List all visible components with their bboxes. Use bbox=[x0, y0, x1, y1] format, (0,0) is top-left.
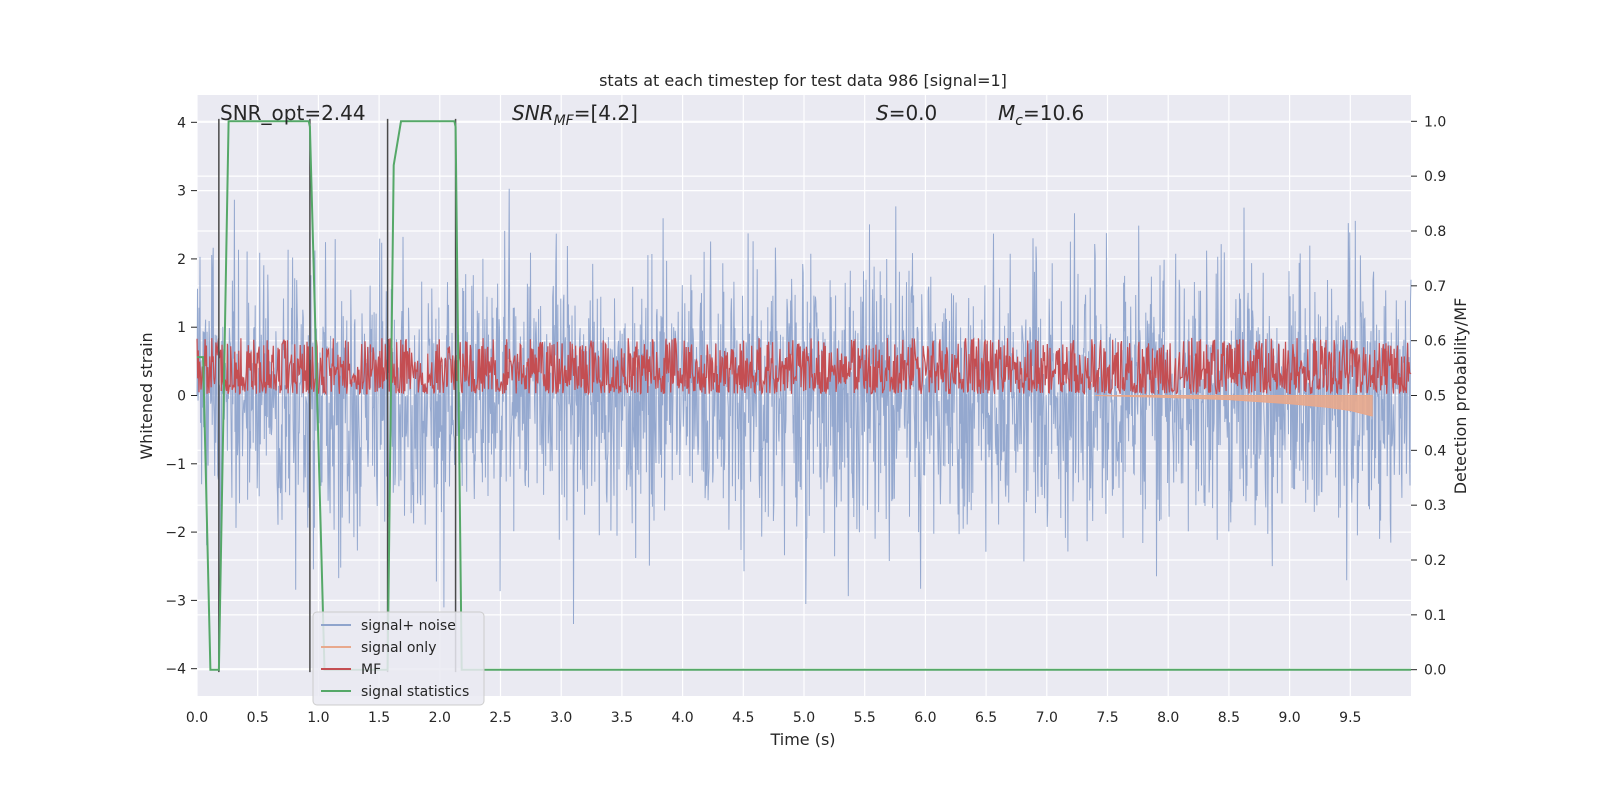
y-right-axis-label: Detection probability/MF bbox=[1451, 298, 1470, 495]
legend-label-signal-statistics: signal statistics bbox=[361, 684, 469, 700]
y-right-tick-labels: 1.0 0.9 0.8 0.7 0.6 0.5 0.4 0.3 0.2 0.1 0.0 bbox=[1411, 114, 1446, 679]
x-tick-label: 4.5 bbox=[732, 710, 754, 726]
x-tick-label: 5.0 bbox=[793, 710, 815, 726]
y-right-tick-label: 0.6 bbox=[1424, 334, 1446, 350]
legend-label-mf: MF bbox=[361, 662, 381, 678]
y-tick-label: 0 bbox=[177, 389, 186, 405]
mc-value: =10.6 bbox=[1023, 101, 1084, 125]
y-tick-label: 3 bbox=[177, 184, 186, 200]
x-tick-label: 3.0 bbox=[550, 710, 572, 726]
y-tick-label: −3 bbox=[165, 593, 186, 609]
y-right-tick-label: 1.0 bbox=[1424, 114, 1446, 130]
x-tick-labels: 0.0 0.5 1.0 1.5 2.0 2.5 3.0 3.5 4.0 4.5 5.0 5.5 6.0 6… bbox=[186, 710, 1362, 726]
s-value: =0.0 bbox=[889, 101, 938, 125]
legend-box bbox=[312, 611, 485, 706]
x-tick-label: 8.0 bbox=[1157, 710, 1179, 726]
x-tick-label: 7.0 bbox=[1036, 710, 1058, 726]
y-right-tick-label: 0.2 bbox=[1424, 553, 1446, 569]
x-tick-label: 9.0 bbox=[1278, 710, 1300, 726]
y-right-tick-label: 0.4 bbox=[1424, 443, 1446, 459]
x-tick-label: 1.5 bbox=[368, 710, 390, 726]
x-tick-label: 6.0 bbox=[914, 710, 936, 726]
x-tick-label: 2.5 bbox=[489, 710, 511, 726]
y-tick-label: 1 bbox=[177, 320, 186, 336]
x-tick-label: 9.5 bbox=[1339, 710, 1361, 726]
x-tick-label: 0.5 bbox=[247, 710, 269, 726]
mc-label: M bbox=[998, 101, 1015, 125]
mf-series bbox=[196, 337, 1412, 396]
x-tick-label: 5.5 bbox=[854, 710, 876, 726]
y-right-tick-label: 0.9 bbox=[1424, 169, 1446, 185]
mc-sub: c bbox=[1015, 113, 1023, 129]
x-tick-label: 0.0 bbox=[186, 710, 208, 726]
y-tick-label: −4 bbox=[165, 662, 186, 678]
y-axis-label: Whitened strain bbox=[137, 332, 156, 459]
y-tick-label: 2 bbox=[177, 252, 186, 268]
x-tick-label: 1.0 bbox=[307, 710, 329, 726]
snr-mf-annotation: SNRMF=[4.2] bbox=[512, 101, 638, 129]
y-tick-label: 4 bbox=[177, 115, 186, 131]
snr-opt-annotation: SNR_opt=2.44 bbox=[220, 101, 366, 125]
x-axis-label: Time (s) bbox=[769, 730, 835, 749]
signal-only-series bbox=[1095, 395, 1373, 417]
y-right-tick-label: 0.0 bbox=[1424, 663, 1446, 679]
y-tick-labels: 4 3 2 1 0 −1 −2 −3 −4 bbox=[165, 115, 197, 678]
y-tick-label: −1 bbox=[165, 457, 186, 473]
legend-label-signal-only: signal only bbox=[361, 640, 436, 656]
x-tick-label: 4.0 bbox=[671, 710, 693, 726]
signal-only-line bbox=[1095, 395, 1373, 417]
y-right-tick-label: 0.7 bbox=[1424, 279, 1446, 295]
snr-mf-label: SNR bbox=[512, 101, 554, 125]
mc-annotation: Mc=10.6 bbox=[998, 101, 1084, 129]
s-label: S bbox=[876, 101, 889, 125]
x-tick-label: 2.0 bbox=[429, 710, 451, 726]
y-right-tick-label: 0.8 bbox=[1424, 224, 1446, 240]
y-tick-label: −2 bbox=[165, 525, 186, 541]
legend-label-signal-noise: signal+ noise bbox=[361, 618, 456, 634]
mf-line bbox=[196, 337, 1412, 396]
snr-mf-value: =[4.2] bbox=[574, 101, 638, 125]
legend: signal+ noise signal only MF signal stat… bbox=[312, 611, 485, 706]
snr-mf-sub: MF bbox=[554, 113, 575, 129]
y-right-tick-label: 0.5 bbox=[1424, 389, 1446, 405]
x-tick-label: 3.5 bbox=[611, 710, 633, 726]
y-right-tick-label: 0.1 bbox=[1424, 608, 1446, 624]
x-tick-label: 8.5 bbox=[1218, 710, 1240, 726]
x-tick-label: 7.5 bbox=[1096, 710, 1118, 726]
chart-title: stats at each timestep for test data 986… bbox=[599, 71, 1007, 90]
y-right-tick-label: 0.3 bbox=[1424, 498, 1446, 514]
x-tick-label: 6.5 bbox=[975, 710, 997, 726]
s-annotation: S=0.0 bbox=[876, 101, 937, 125]
